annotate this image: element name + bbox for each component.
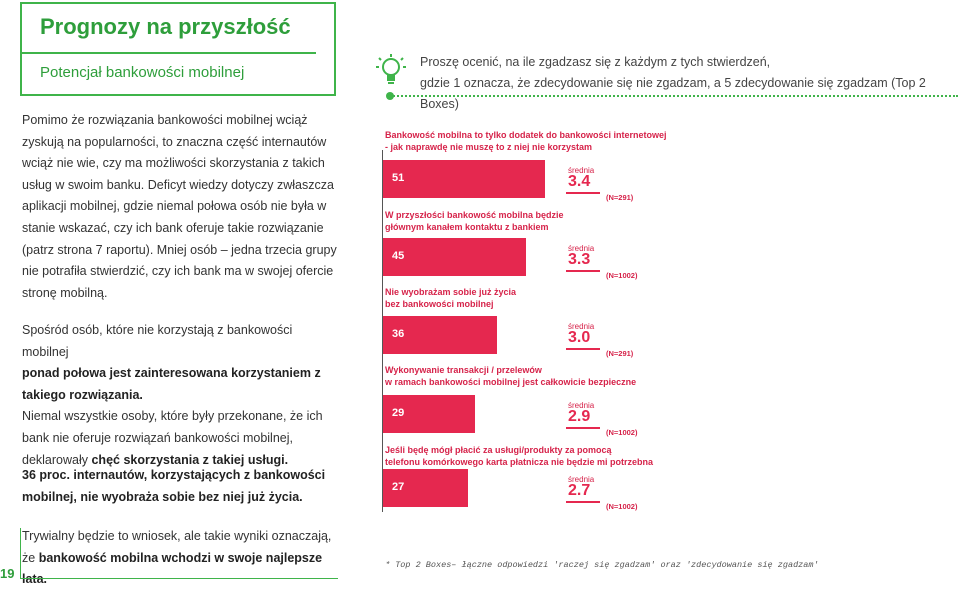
text-line: Pomimo że rozwiązania bankowości mobilne… [22, 113, 308, 127]
title-divider [20, 52, 316, 54]
average-value: 2.7 [568, 482, 591, 499]
text-line: Spośród osób, które nie korzystają z ban… [22, 323, 293, 359]
footnote: * Top 2 Boxes– łączne odpowiedzi 'raczej… [385, 560, 819, 570]
conclusion-paragraph: Trywialny będzie to wniosek, ale takie w… [22, 526, 342, 591]
lightbulb-icon [376, 54, 406, 84]
bar-value-label: 36 [392, 328, 405, 340]
interest-paragraph: Spośród osób, które nie korzystają z ban… [22, 320, 342, 471]
intro-paragraph: Pomimo że rozwiązania bankowości mobilne… [22, 110, 342, 304]
average-underline [566, 192, 600, 194]
average-label: średnia [568, 475, 595, 484]
average-underline [566, 348, 600, 350]
bold-text: bankowość mobilna wchodzi w swoje najlep… [22, 550, 323, 587]
bar [382, 469, 469, 507]
text-line: Trywialny będzie to wniosek, ale takie w… [22, 529, 332, 543]
question-line: gdzie 1 oznacza, że zdecydowanie się nie… [420, 76, 926, 111]
text-line: usług w swoim banku. Deficyt wiedzy doty… [22, 177, 334, 192]
category-label: Jeśli będę mógł płacić za usługi/produkt… [385, 445, 653, 468]
category-label-line: Bankowość mobilna to tylko dodatek do ba… [385, 130, 667, 140]
average-label: średnia [568, 166, 595, 175]
category-label: W przyszłości bankowość mobilna będzie gł… [385, 210, 564, 233]
average-underline [566, 501, 600, 503]
bold-text: 36 proc. internautów, korzystających z b… [22, 468, 326, 482]
sample-size: (N=291) [606, 349, 634, 358]
bold-text: mobilnej, nie wyobraża sobie bez niej ju… [22, 489, 303, 504]
text-line: Niemal wszystkie osoby, które były przek… [22, 409, 323, 424]
chart-axis [382, 150, 383, 512]
text-span: że [22, 550, 39, 565]
bar [382, 316, 498, 354]
text-line: wciąż nie wie, czy ma możliwości skorzys… [22, 156, 325, 171]
stat-paragraph: 36 proc. internautów, korzystających z b… [22, 465, 342, 508]
category-label-line: Wykonywanie transakcji / przelewów [385, 365, 542, 375]
text-line: stronę mobilną. [22, 285, 108, 300]
page-subtitle: Potencjał bankowości mobilnej [40, 64, 245, 81]
category-label-line: W przyszłości bankowość mobilna będzie [385, 210, 564, 220]
average-value: 2.9 [568, 408, 591, 425]
bar-value-label: 27 [392, 481, 405, 493]
survey-question: Proszę ocenić, na ile zgadzasz się z każ… [420, 52, 960, 115]
bar [382, 395, 475, 433]
average-underline [566, 270, 600, 272]
bar-value-label: 51 [392, 172, 405, 184]
average-value: 3.4 [568, 173, 591, 190]
bold-text: takiego rozwiązania. [22, 387, 143, 402]
page-title: Prognozy na przyszłość [40, 14, 291, 39]
category-label-line: głównym kanałem kontaktu z bankiem [385, 221, 549, 232]
category-label-line: w ramach bankowości mobilnej jest całkow… [385, 376, 637, 387]
question-line: Proszę ocenić, na ile zgadzasz się z każ… [420, 55, 771, 69]
average-label: średnia [568, 401, 595, 410]
category-label-line: Jeśli będę mógł płacić za usługi/produkt… [385, 445, 612, 455]
bold-text: chęć skorzystania z takiej usługi. [91, 452, 289, 467]
dotted-divider [390, 95, 958, 97]
average-value: 3.0 [568, 329, 591, 346]
sample-size: (N=1002) [606, 502, 638, 511]
bar [382, 160, 546, 198]
text-line: nie potrafiła stwierdzić, czy ich bank m… [22, 264, 334, 279]
sample-size: (N=291) [606, 193, 634, 202]
average-underline [566, 427, 600, 429]
page-number: 19 [0, 566, 15, 581]
title-box [20, 2, 336, 96]
average-label: średnia [568, 244, 595, 253]
bar-value-label: 29 [392, 407, 405, 419]
text-line: (patrz strona 7 raportu). Mniej osób – j… [22, 242, 337, 257]
page-number-rule [20, 528, 21, 578]
average-value: 3.3 [568, 251, 591, 268]
category-label-line: bez bankowości mobilnej [385, 298, 494, 309]
sample-size: (N=1002) [606, 271, 638, 280]
text-line: bank nie oferuje rozwiązań bankowości mo… [22, 430, 293, 445]
sample-size: (N=1002) [606, 428, 638, 437]
bar-value-label: 45 [392, 250, 405, 262]
category-label-line: Nie wyobrażam sobie już życia [385, 287, 517, 297]
average-label: średnia [568, 322, 595, 331]
text-line: zyskują na popularności, to znaczna częś… [22, 134, 327, 149]
category-label: Bankowość mobilna to tylko dodatek do ba… [385, 130, 667, 153]
text-span: deklarowały [22, 452, 92, 467]
category-label-line: telefonu komórkowego karta płatnicza nie… [385, 456, 654, 467]
text-line: stanie wskazać, czy ich bank oferuje tak… [22, 220, 324, 235]
category-label-line: - jak naprawdę nie muszę to z niej nie k… [385, 141, 593, 152]
text-line: aplikacji mobilnej, gdzie niemal połowa … [22, 199, 327, 214]
bold-text: ponad połowa jest zainteresowana korzyst… [22, 366, 321, 381]
category-label: Nie wyobrażam sobie już życia bez bankowo… [385, 287, 516, 310]
page-bottom-rule [20, 578, 338, 579]
category-label: Wykonywanie transakcji / przelewów w rama… [385, 365, 636, 388]
bar [382, 238, 526, 276]
